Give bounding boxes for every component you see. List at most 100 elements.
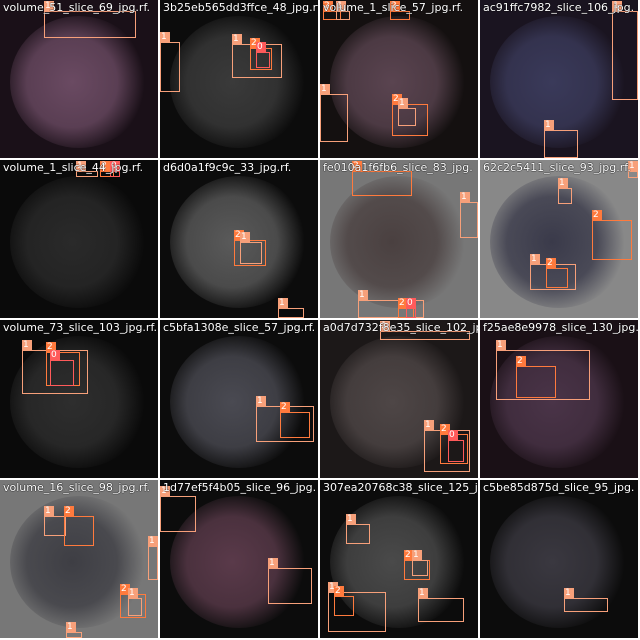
detection-box: 1	[76, 161, 98, 177]
image-tile: fe010a1f6fb6_slice_83_jpg. 2 1 1 2 0	[320, 160, 478, 318]
brain-slice-image	[490, 336, 628, 468]
detection-label: 0	[406, 298, 416, 309]
image-tile: 307ea20768c38_slice_125_jpg. 1 2 1 1 2 1	[320, 480, 478, 638]
detection-box: 1	[240, 232, 262, 264]
image-tile: a0d7d732f8e35_slice_102_jpg. 1 1 2 0	[320, 320, 478, 478]
tile-title: volume_1_slice_44_jpg.rf.	[3, 161, 144, 174]
detection-label: 2	[440, 424, 450, 435]
detection-box: 1	[148, 536, 158, 580]
detection-box: 1	[320, 84, 348, 142]
brain-slice-image	[490, 176, 628, 308]
detection-box: 1	[160, 32, 180, 92]
detection-box: 1	[612, 1, 638, 100]
detection-label: 1	[320, 84, 330, 95]
detection-label: 1	[44, 1, 54, 12]
detection-box: 1	[268, 558, 312, 604]
detection-box: 1	[358, 290, 424, 318]
detection-label: 1	[240, 232, 250, 243]
brain-slice-image	[490, 16, 628, 148]
brain-slice-image	[10, 16, 148, 148]
detection-box: 1	[44, 506, 66, 536]
tile-title: 307ea20768c38_slice_125_jpg.	[323, 481, 478, 494]
tile-title: volume_73_slice_103_jpg.rf.	[3, 321, 158, 334]
detection-box: 2	[323, 1, 341, 20]
detection-label: 2	[100, 161, 110, 172]
detection-label: 2	[323, 1, 333, 12]
detection-label: 1	[496, 340, 506, 351]
detection-label: 1	[628, 161, 638, 172]
detection-label: 1	[380, 321, 390, 332]
detection-box: 1	[328, 582, 386, 632]
detection-label: 1	[336, 1, 346, 12]
detection-box: 1	[628, 161, 638, 178]
tile-title: fe010a1f6fb6_slice_83_jpg.	[323, 161, 473, 174]
detection-label: 2	[280, 402, 290, 413]
tile-title: c5bfa1308e_slice_57_jpg.rf.	[163, 321, 316, 334]
detection-box: 1	[558, 178, 572, 204]
image-tile: volume_51_slice_69_jpg.rf. 1	[0, 0, 158, 158]
tile-title: f25ae8e9978_slice_130_jpg.	[483, 321, 638, 334]
detection-label: 1	[544, 120, 554, 131]
detection-label: 2	[250, 38, 260, 49]
tile-title: 1d77ef5f4b05_slice_96_jpg.	[163, 481, 317, 494]
detection-label: 1	[160, 486, 170, 497]
tile-title: a0d7d732f8e35_slice_102_jpg.	[323, 321, 478, 334]
detection-label: 0	[110, 161, 120, 172]
brain-slice-image	[10, 496, 148, 628]
image-tile: volume_16_slice_98_jpg.rf. 1 2 1 2 1 1	[0, 480, 158, 638]
detection-box: 1	[418, 588, 464, 622]
detection-label: 2	[398, 298, 408, 309]
detection-box: 0	[448, 430, 464, 462]
detection-label: 1	[160, 32, 170, 43]
detection-box: 2	[392, 94, 428, 136]
detection-box: 1	[336, 1, 350, 20]
detection-box: 1	[380, 321, 470, 340]
detection-label: 1	[66, 622, 76, 633]
tile-title: d6d0a1f9c9c_33_jpg.rf.	[163, 161, 292, 174]
image-tile: c5bfa1308e_slice_57_jpg.rf. 1 2	[160, 320, 318, 478]
detection-box: 1	[398, 98, 416, 126]
image-tile: volume_73_slice_103_jpg.rf. 1 2 0	[0, 320, 158, 478]
detection-label: 1	[398, 98, 408, 109]
detection-box: 2	[100, 161, 114, 177]
tile-title: c5be85d875d_slice_95_jpg.	[483, 481, 635, 494]
detection-box: 0	[110, 161, 120, 177]
detection-label: 1	[232, 34, 242, 45]
image-tile: d6d0a1f9c9c_33_jpg.rf. 2 1 1	[160, 160, 318, 318]
detection-label: 2	[392, 94, 402, 105]
detection-box: 2	[280, 402, 310, 438]
tile-title: 62c2c5411_slice_93_jpg.rf.	[483, 161, 631, 174]
detection-box: 2	[234, 230, 266, 266]
tile-title: volume_51_slice_69_jpg.rf.	[3, 1, 151, 14]
image-tile: 3b25eb565dd3ffce_48_jpg.rf. 1 1 2 0	[160, 0, 318, 158]
detection-label: 1	[558, 178, 568, 189]
detection-label: 2	[546, 258, 556, 269]
detection-label: 1	[460, 192, 470, 203]
image-tile: 1d77ef5f4b05_slice_96_jpg. 1 1	[160, 480, 318, 638]
detection-label: 2	[46, 342, 56, 353]
detection-label: 0	[448, 430, 458, 441]
detection-label: 1	[424, 420, 434, 431]
detection-label: 1	[612, 1, 622, 12]
brain-slice-image	[490, 496, 628, 628]
tile-title: 3b25eb565dd3ffce_48_jpg.rf.	[163, 1, 318, 14]
brain-slice-image	[330, 176, 468, 308]
detection-label: 2	[234, 230, 244, 241]
detection-box: 2	[64, 506, 94, 546]
detection-label: 1	[76, 161, 86, 172]
detection-box: 1	[160, 486, 196, 532]
image-tile: c5be85d875d_slice_95_jpg. 1	[480, 480, 638, 638]
brain-slice-image	[330, 16, 468, 148]
brain-slice-image	[170, 176, 308, 308]
detection-label: 1	[44, 506, 54, 517]
detection-label: 2	[120, 584, 130, 595]
brain-slice-image	[330, 336, 468, 468]
detection-box: 2	[352, 161, 412, 196]
detection-box: 2	[546, 258, 568, 288]
detection-label: 1	[346, 514, 356, 525]
detection-label: 0	[50, 350, 60, 361]
detection-label: 2	[352, 161, 362, 172]
detection-label: 1	[530, 254, 540, 265]
detection-label: 2	[334, 586, 344, 597]
